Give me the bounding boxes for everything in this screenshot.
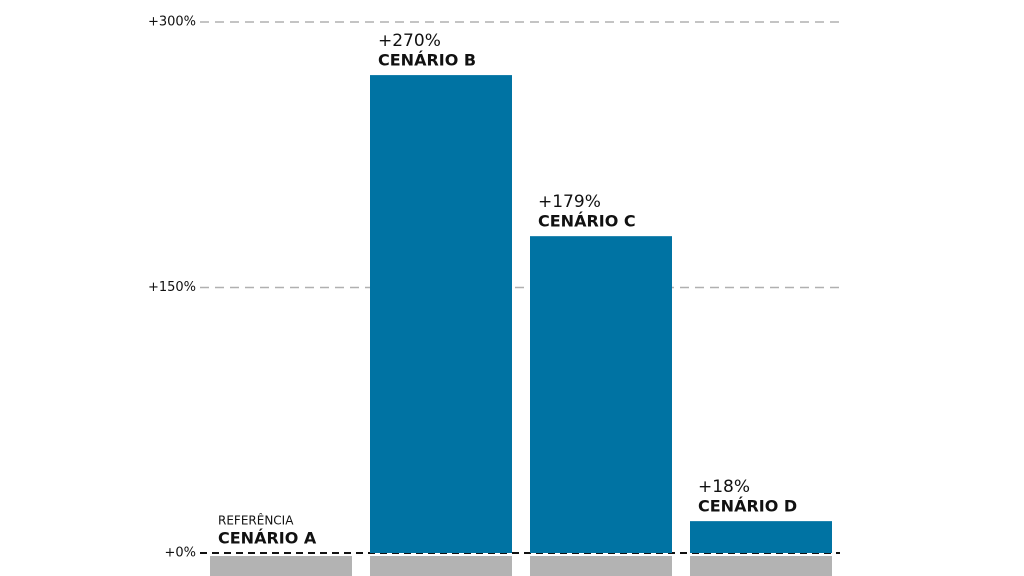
y-tick-label: +150% (148, 280, 196, 295)
category-label: CENÁRIO B (378, 51, 476, 70)
base-stub (690, 556, 832, 576)
bar (370, 75, 512, 553)
value-label: +270% (378, 31, 441, 51)
base-stub (370, 556, 512, 576)
y-tick-label: +300% (148, 15, 196, 30)
y-tick-label: +0% (164, 546, 196, 561)
base-stub (530, 556, 672, 576)
value-label: +179% (538, 192, 601, 212)
base-stub (210, 556, 352, 576)
reference-label: REFERÊNCIA (218, 513, 294, 528)
value-label: +18% (698, 477, 750, 497)
category-label: CENÁRIO A (218, 529, 317, 548)
bar (530, 236, 672, 554)
category-label: CENÁRIO C (538, 212, 636, 231)
category-label: CENÁRIO D (698, 497, 797, 516)
bar (690, 521, 832, 553)
